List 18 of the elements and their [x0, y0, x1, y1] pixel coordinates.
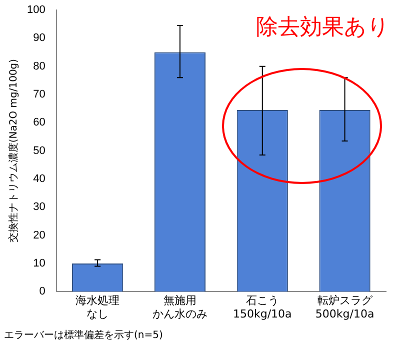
y-tick-label: 20: [33, 229, 46, 242]
x-tick-label: 海水処理なし: [76, 294, 120, 320]
y-tick-label: 50: [33, 144, 46, 157]
y-tick-label: 70: [33, 88, 46, 101]
y-tick-label: 10: [33, 257, 46, 270]
y-tick-label: 90: [33, 32, 46, 44]
annotation: 除去効果あり: [256, 14, 390, 42]
y-tick-label: 40: [33, 172, 46, 185]
y-tick-label: 100: [26, 4, 46, 16]
y-tick-label: 30: [33, 201, 46, 214]
x-tick-label: 石こう 150kg/10a: [232, 294, 292, 320]
text: エラーバーは標準偏差を示す(n=5): [4, 328, 163, 342]
x-tick-label: 転炉スラグ 500kg/10a: [315, 294, 374, 320]
y-tick-label: 0: [39, 286, 46, 298]
y-tick-label: 60: [33, 116, 46, 129]
y-tick-label: 80: [33, 60, 46, 72]
x-tick-label: 無施用かん水のみ: [152, 294, 208, 320]
y-axis-title: 交換性ナトリウム濃度(Na2O mg/100g): [8, 58, 20, 243]
